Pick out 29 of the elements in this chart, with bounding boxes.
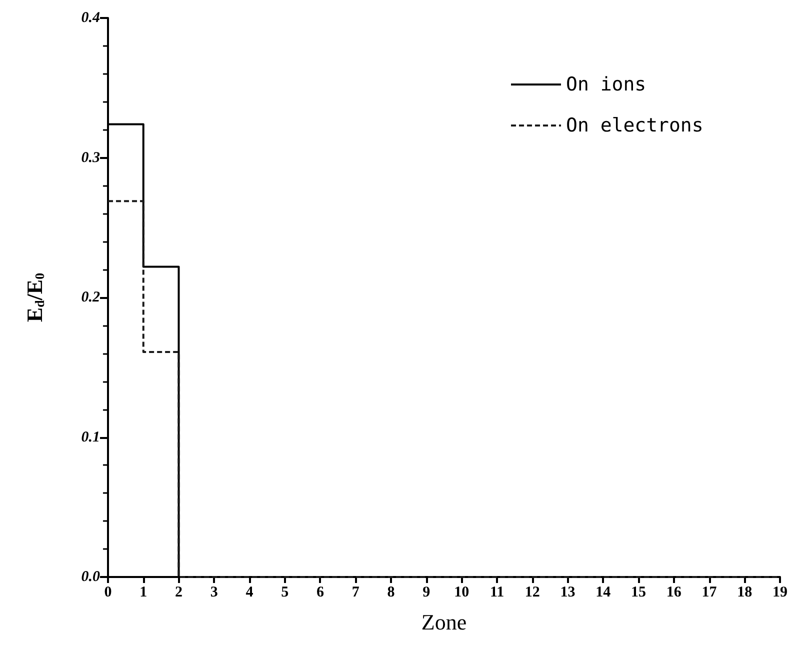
- x-tick-label: 17: [702, 584, 718, 600]
- x-tick-label: 15: [631, 584, 646, 600]
- x-axis-title: Zone: [421, 610, 467, 634]
- y-axis-title: Ed/E0: [22, 272, 47, 322]
- x-tick-label: 9: [422, 584, 430, 600]
- x-tick-label: 6: [316, 584, 324, 600]
- x-tick-label: 5: [281, 584, 289, 600]
- x-tick-label: 2: [174, 584, 182, 600]
- x-tick-label: 16: [666, 584, 682, 600]
- x-tick-label: 8: [387, 584, 395, 600]
- x-tick-label: 4: [246, 584, 254, 600]
- y-tick-label: 0.1: [81, 429, 100, 446]
- x-tick-label: 14: [596, 584, 612, 600]
- x-tick-label: 19: [772, 584, 788, 600]
- x-tick-label: 18: [737, 584, 752, 600]
- x-tick-label: 0: [104, 584, 112, 600]
- x-tick-label: 11: [490, 584, 504, 600]
- x-tick-label: 10: [454, 584, 470, 600]
- x-tick-label: 7: [352, 584, 360, 600]
- y-tick-label: 0.4: [81, 10, 100, 26]
- x-tick-label: 3: [210, 584, 218, 600]
- x-tick-label: 12: [524, 584, 540, 600]
- y-tick-label: 0.3: [81, 150, 100, 166]
- legend-label: On ions: [566, 74, 646, 96]
- y-tick-label: 0.0: [81, 569, 100, 585]
- x-tick-label: 13: [560, 584, 576, 600]
- legend-label: On electrons: [566, 114, 704, 136]
- y-tick-label: 0.2: [81, 290, 100, 306]
- x-tick-label: 1: [140, 584, 148, 600]
